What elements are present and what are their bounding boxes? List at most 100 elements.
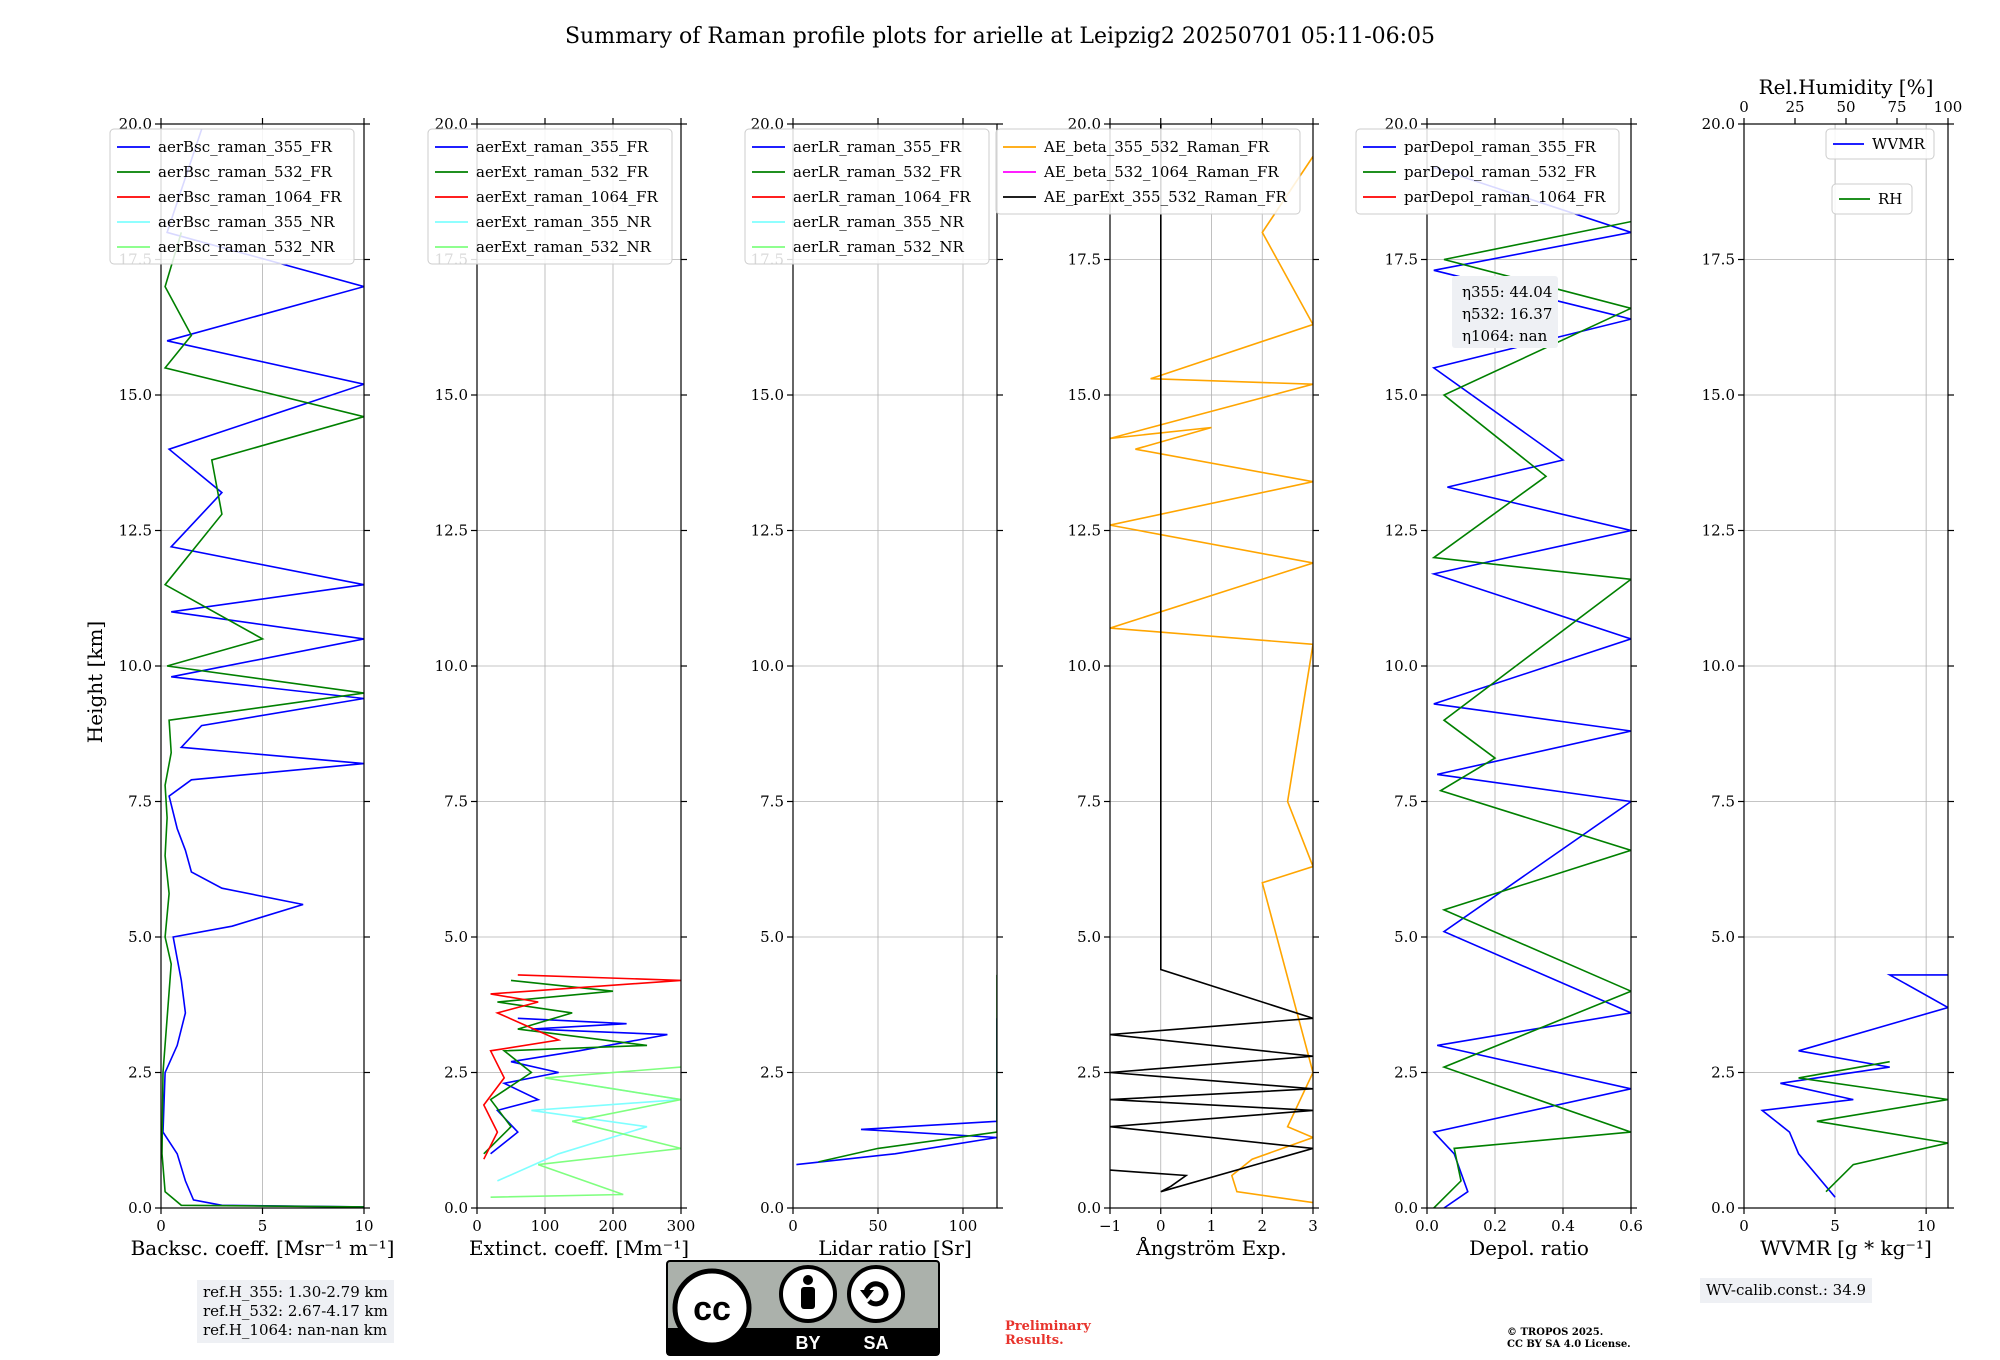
y-tick-label: 2.5 (760, 1064, 784, 1082)
y-tick-label: 12.5 (1702, 522, 1735, 540)
eta-annotation: η355: 44.04 η532: 16.37 η1064: nan (1452, 276, 1558, 348)
legend: WVMR RH (1825, 128, 1935, 215)
y-tick-label: 10.0 (1385, 657, 1418, 675)
y-tick-label: 0.0 (444, 1199, 468, 1217)
legend-box (744, 128, 990, 265)
x-tick-label: 0.2 (1483, 1217, 1507, 1235)
series-line-aerExt_raman_355_NR (497, 1082, 681, 1182)
legend-entry-AE_beta_355_532_Raman_FR: AE_beta_355_532_Raman_FR (1043, 138, 1270, 156)
x-tick-label: 10 (1917, 1217, 1936, 1235)
x-axis-label: Extinct. coeff. [Mm⁻¹] (469, 1236, 689, 1260)
x-tick-label: 0 (1156, 1217, 1166, 1235)
y-tick-label: 5.0 (128, 928, 152, 946)
cc-by-sa-badge: cc BY SA (666, 1260, 940, 1356)
legend: AE_beta_355_532_Raman_FR AE_beta_532_1064… (995, 128, 1301, 215)
x-tick-label: 0.0 (1415, 1217, 1439, 1235)
x-tick-label: 5 (1830, 1217, 1840, 1235)
series-line-aerExt_raman_532_FR (483, 979, 648, 1155)
legend-entry-aerLR_raman_532_NR: aerLR_raman_532_NR (793, 238, 964, 256)
series-line-aerExt_raman_1064_FR (482, 974, 681, 1160)
eta-value: η1064: nan (1462, 327, 1548, 345)
y-tick-label: 7.5 (444, 793, 468, 811)
y-tick-label: 2.5 (1711, 1064, 1735, 1082)
y-tick-label: 15.0 (1385, 386, 1418, 404)
y-tick-label: 10.0 (1068, 657, 1101, 675)
y-tick-label: 7.5 (1394, 793, 1418, 811)
legend-entry-aerBsc_raman_355_FR: aerBsc_raman_355_FR (158, 138, 333, 156)
y-tick-label: 15.0 (435, 386, 468, 404)
preliminary-results-note: Preliminary Results. (1005, 1320, 1091, 1348)
panel-ext: 0.02.55.07.510.012.515.017.520.001002003… (427, 115, 695, 1260)
legend-box (1825, 128, 1935, 160)
y-tick-label: 10.0 (435, 657, 468, 675)
x-axis-label: Depol. ratio (1469, 1236, 1589, 1260)
series-line-parDepol_raman_532_FR (1431, 220, 1631, 1208)
x-tick-label: 2 (1257, 1217, 1267, 1235)
y-tick-label: 2.5 (1394, 1064, 1418, 1082)
by-label: BY (795, 1333, 820, 1353)
x2-tick-label: 75 (1887, 98, 1906, 116)
copyright-line-2: CC BY SA 4.0 License. (1507, 1339, 1631, 1350)
x-tick-label: 0 (472, 1217, 482, 1235)
legend-entry-RH: RH (1878, 190, 1902, 208)
y-tick-label: 12.5 (435, 522, 468, 540)
x-tick-label: 0 (156, 1217, 166, 1235)
x-tick-label: 100 (949, 1217, 978, 1235)
x2-tick-label: 0 (1739, 98, 1749, 116)
panel-ae: 0.02.55.07.510.012.515.017.520.0−1 0 1 2 3Ån… (995, 115, 1319, 1260)
series-line-AE_parExt_355_532_Raman_FR (1110, 124, 1313, 1193)
panel-bsc: 0.02.55.07.510.012.515.017.520.00510Back… (109, 115, 395, 1260)
legend: aerLR_raman_355_FR aerLR_raman_532_FR aerL… (744, 128, 990, 265)
x-tick-label: 0.4 (1551, 1217, 1575, 1235)
x-tick-label: 0.6 (1619, 1217, 1643, 1235)
legend-box (427, 128, 673, 265)
y-tick-label: 0.0 (128, 1199, 152, 1217)
y-tick-label: 15.0 (751, 386, 784, 404)
y-tick-label: 10.0 (119, 657, 152, 675)
series-line-aerExt_raman_355_FR (490, 1017, 668, 1155)
copyright-line-1: © TROPOS 2025. (1507, 1327, 1604, 1338)
legend-entry-WVMR: WVMR (1872, 135, 1926, 153)
legend-entry-aerExt_raman_355_NR: aerExt_raman_355_NR (476, 213, 652, 231)
x-tick-label: −1 (1099, 1217, 1121, 1235)
figure-title: Summary of Raman profile plots for ariel… (565, 24, 1435, 49)
wv-calibration-box: WV-calib.const.: 34.9 (1700, 1278, 1873, 1303)
x-tick-label: 100 (531, 1217, 560, 1235)
x-tick-label: 3 (1308, 1217, 1318, 1235)
series-line-aerLR_raman_532_FR (818, 974, 997, 1163)
legend-entry-aerExt_raman_532_NR: aerExt_raman_532_NR (476, 238, 652, 256)
share-alike-icon (847, 1265, 905, 1323)
x-axis-label: Backsc. coeff. [Msr⁻¹ m⁻¹] (131, 1236, 395, 1260)
series-line-aerBsc_raman_355_FR (162, 129, 364, 1208)
x-axis-label: Lidar ratio [Sr] (818, 1236, 972, 1260)
panel-depol: 0.02.55.07.510.012.515.017.520.00.0 0.2 0.… (1355, 115, 1643, 1260)
x-tick-label: 5 (258, 1217, 268, 1235)
series-line-AE_beta_355_532_Raman_FR (1110, 156, 1313, 1204)
y-tick-label: 7.5 (1711, 793, 1735, 811)
y-tick-label: 12.5 (1068, 522, 1101, 540)
y-tick-label: 0.0 (1394, 1199, 1418, 1217)
y-tick-label: 5.0 (444, 928, 468, 946)
y-tick-label: 12.5 (751, 522, 784, 540)
reference-height-box: ref.H_355: 1.30-2.79 km ref.H_532: 2.67-… (197, 1280, 394, 1343)
y-tick-label: 2.5 (444, 1064, 468, 1082)
series-line-RH (1798, 1060, 1948, 1193)
y-tick-label: 15.0 (1068, 386, 1101, 404)
legend: aerExt_raman_355_FR aerExt_raman_532_FRae… (427, 128, 673, 265)
legend-entry-aerBsc_raman_355_NR: aerBsc_raman_355_NR (158, 213, 335, 231)
ref-height-355: ref.H_355: 1.30-2.79 km (203, 1283, 388, 1301)
y-tick-label: 12.5 (119, 522, 152, 540)
legend-entry-aerLR_raman_532_FR: aerLR_raman_532_FR (793, 163, 962, 181)
y-tick-label: 15.0 (119, 386, 152, 404)
y-tick-label: 7.5 (1077, 793, 1101, 811)
y-tick-label: 0.0 (1711, 1199, 1735, 1217)
legend-entry-parDepol_raman_355_FR: parDepol_raman_355_FR (1404, 138, 1597, 156)
x2-tick-label: 100 (1934, 98, 1963, 116)
x-tick-label: 0 (1739, 1217, 1749, 1235)
eta-annotation-box (1452, 276, 1558, 348)
series-line-WVMR (1760, 974, 1948, 1198)
x-tick-label: 50 (868, 1217, 887, 1235)
x-tick-label: 10 (354, 1217, 373, 1235)
y-tick-label: 17.5 (1385, 251, 1418, 269)
panel-wv: 0.02.55.07.510.012.515.017.520.00 5 10WVMR… (1702, 75, 1963, 1260)
